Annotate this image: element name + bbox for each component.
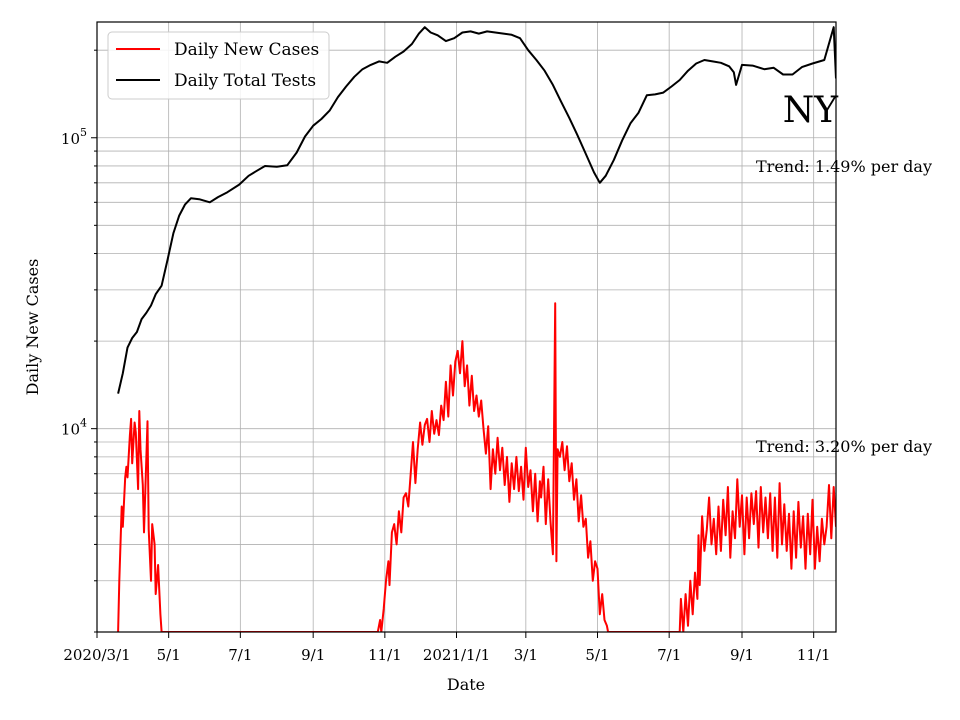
x-tick-label: 7/1 [657,646,681,664]
x-tick-label: 2021/1/1 [423,646,490,664]
x-tick-label: 5/1 [157,646,181,664]
legend-label-cases: Daily New Cases [174,40,319,60]
series-line-daily-new-cases [117,302,836,632]
x-axis-label: Date [447,675,485,694]
y-tick-label: 105 [61,126,87,148]
x-tick-label: 5/1 [585,646,609,664]
x-tick-label: 9/1 [730,646,754,664]
legend-label-tests: Daily Total Tests [174,71,316,91]
x-tick-label: 2020/3/1 [63,646,130,664]
x-tick-label: 11/1 [797,646,831,664]
y-axis-label: Daily New Cases [23,259,42,396]
x-tick-label: 11/1 [368,646,402,664]
series-line-daily-total-tests [117,26,836,394]
legend: Daily New Cases Daily Total Tests [107,31,330,100]
y-tick-label: 104 [61,417,87,439]
series-layer [117,26,836,632]
tick-layer: 104 105 2020/3/1 5/1 7/1 9/1 11/1 2021/1/1 3/1 5/… [61,49,831,664]
legend-box [107,31,330,100]
x-tick-label: 9/1 [301,646,325,664]
state-label: NY [783,90,840,131]
x-tick-label: 3/1 [514,646,538,664]
grid-layer [96,22,836,633]
x-tick-label: 7/1 [228,646,252,664]
trend-tests-annotation: Trend: 1.49% per day [756,157,932,176]
trend-cases-annotation: Trend: 3.20% per day [756,437,932,456]
plot-frame [96,21,837,633]
